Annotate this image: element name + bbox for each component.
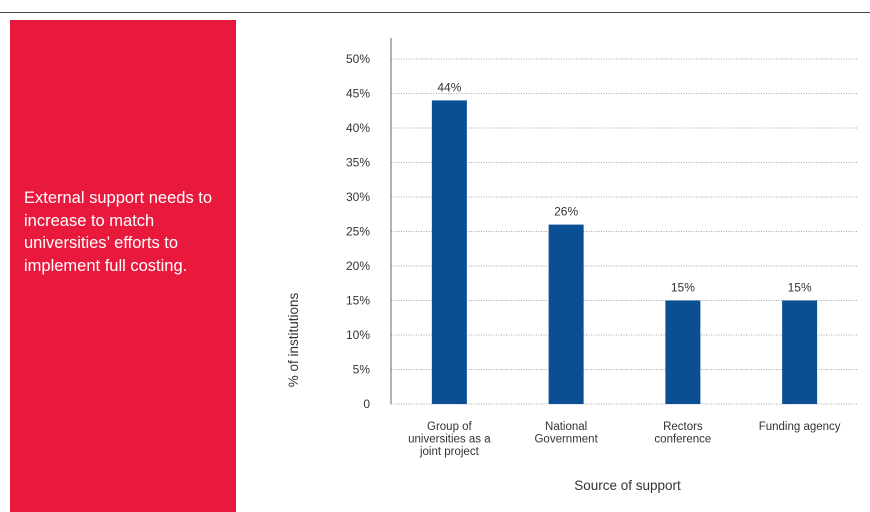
y-tick-label: 15% [346, 294, 370, 308]
category-label: Funding agency [759, 421, 841, 433]
y-tick-label: 30% [346, 190, 370, 204]
category-label: Rectors conference [654, 421, 711, 446]
side-panel-text: External support needs to increase to ma… [24, 189, 213, 275]
bar [665, 300, 701, 404]
y-axis-title: % of institutions [286, 292, 301, 387]
y-tick-label: 5% [353, 363, 371, 377]
category-labels: Group of universities as a joint project Na… [408, 421, 841, 458]
top-rule [0, 12, 870, 13]
bars [431, 100, 818, 405]
y-tick-label: 0 [363, 397, 370, 411]
data-label: 44% [437, 80, 461, 94]
y-tick-label: 40% [346, 121, 370, 135]
y-tick-labels: 0 5% 10% 15% 20% 25% 30% 35% 40% 45% 50% [346, 52, 370, 411]
y-tick-label: 10% [346, 328, 370, 342]
y-tick-label: 20% [346, 259, 370, 273]
y-tick-label: 25% [346, 225, 370, 239]
data-label: 15% [671, 281, 695, 295]
grid-lines [391, 58, 858, 405]
y-tick-label: 50% [346, 52, 370, 66]
x-axis-title: Source of support [574, 478, 681, 493]
bar [548, 224, 584, 404]
category-label: National Government [534, 421, 598, 446]
data-label: 15% [788, 281, 812, 295]
side-panel [10, 20, 236, 512]
data-labels: 44% 26% 15% 15% [437, 80, 812, 294]
y-tick-label: 35% [346, 156, 370, 170]
bar [431, 100, 467, 405]
data-label: 26% [554, 205, 578, 219]
category-label: Group of universities as a joint project [408, 421, 491, 458]
y-tick-label: 45% [346, 87, 370, 101]
bar [782, 300, 818, 404]
